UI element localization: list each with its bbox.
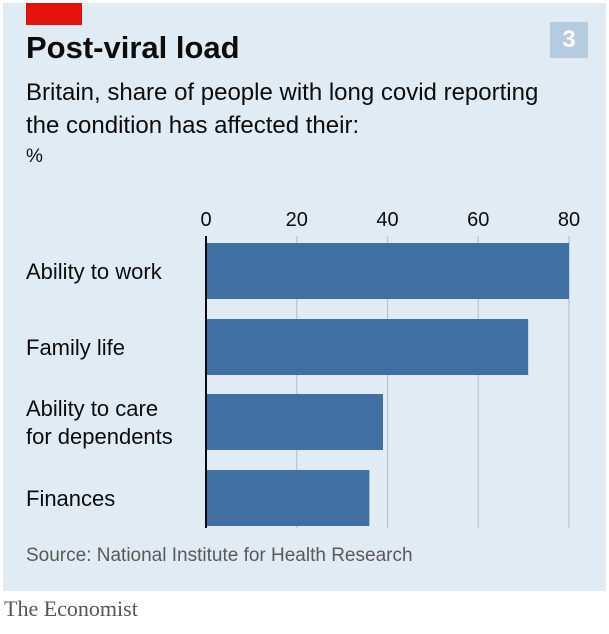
x-tick-label-20: 20 xyxy=(286,209,308,231)
source-note: Source: National Institute for Health Re… xyxy=(26,545,413,566)
category-label-0: Ability to work xyxy=(26,259,163,284)
x-tick-label-80: 80 xyxy=(558,209,580,231)
chart-title: Post-viral load xyxy=(26,30,240,65)
bar-0 xyxy=(206,243,569,299)
chart-number-badge: 3 xyxy=(550,22,588,58)
category-label-2: Ability to care for dependents xyxy=(26,396,173,449)
x-tick-label-0: 0 xyxy=(200,209,211,231)
chart-unit: % xyxy=(26,146,43,167)
category-label-1: Family life xyxy=(26,335,125,360)
bar-3 xyxy=(206,470,370,526)
x-tick-label-40: 40 xyxy=(376,209,398,231)
economist-wordmark: The Economist xyxy=(4,596,138,621)
category-label-3: Finances xyxy=(26,486,115,511)
bar-1 xyxy=(206,319,529,375)
bar-2 xyxy=(206,394,383,450)
brand-red-tag xyxy=(26,3,82,25)
x-tick-label-60: 60 xyxy=(467,209,489,231)
chart-subtitle: Britain, share of people with long covid… xyxy=(26,79,539,139)
